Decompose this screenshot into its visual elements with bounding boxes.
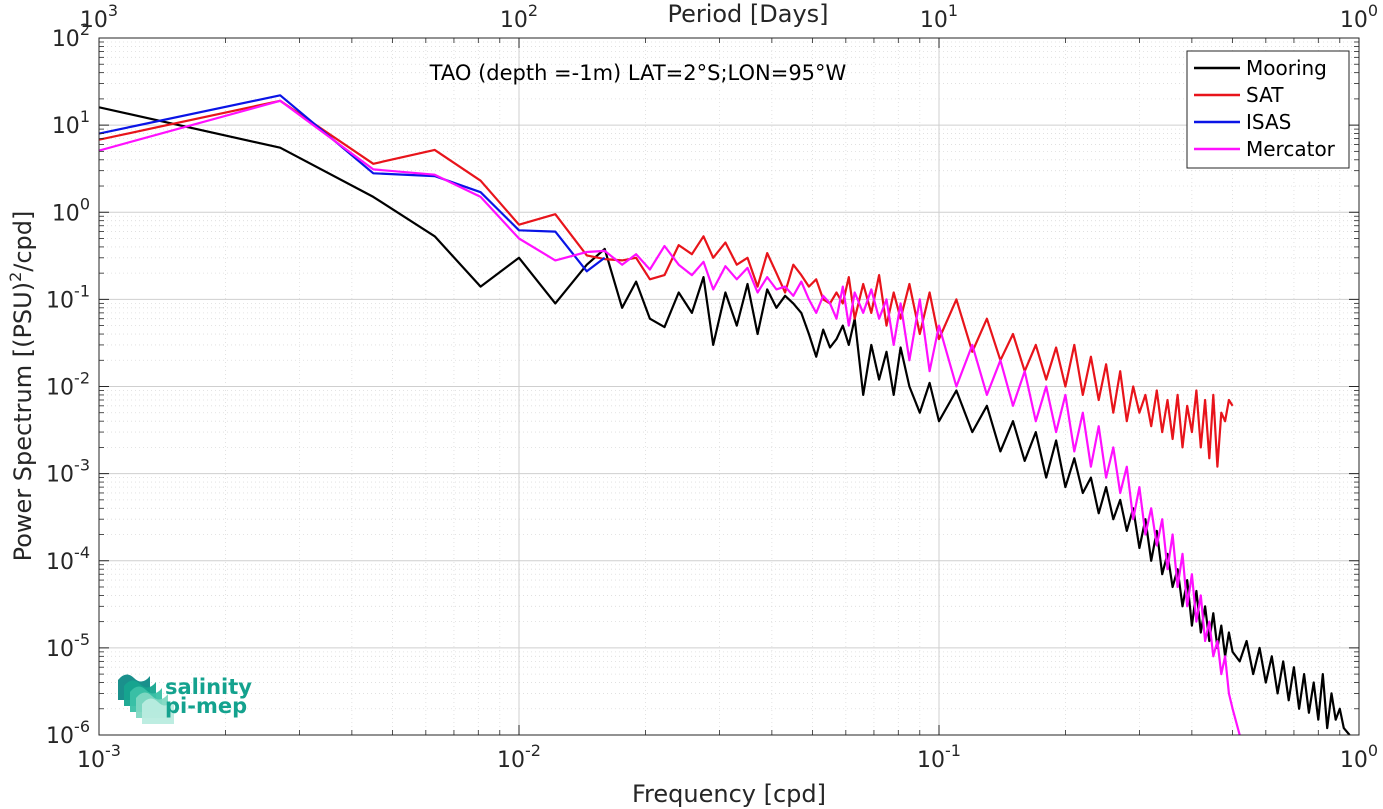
y-tick-label: 10-2 <box>46 369 90 401</box>
y-tick-label-exp: -1 <box>74 281 90 300</box>
y-tick-label-exp: -2 <box>74 369 90 388</box>
x-axis-label: Frequency [cpd] <box>632 780 826 808</box>
y-tick-label-base: 10 <box>52 114 80 139</box>
logo-text-line2: pi-mep <box>165 694 247 718</box>
logo-wave-shape <box>142 698 174 724</box>
y-tick-label: 100 <box>52 194 90 226</box>
x-tick-label-base: 10 <box>1340 748 1368 773</box>
y-tick-label-base: 10 <box>52 27 80 52</box>
y-tick-label: 102 <box>52 20 90 52</box>
x-tick-label: 10-2 <box>497 741 541 773</box>
y-tick-label: 10-1 <box>46 281 90 313</box>
y-tick-label: 101 <box>52 107 90 139</box>
series-line-mooring <box>99 106 1351 735</box>
y-tick-label: 10-6 <box>46 717 90 749</box>
x-tick-label-exp: -2 <box>525 741 541 760</box>
y-tick-label-exp: 1 <box>80 107 90 126</box>
y-tick-label-exp: -4 <box>74 543 90 562</box>
top-tick-label: 100 <box>1340 1 1378 33</box>
y-tick-label-exp: 0 <box>80 194 90 213</box>
series-line-sat <box>99 99 1234 468</box>
y-axis-label-main: Power Spectrum [(PSU) <box>9 282 37 561</box>
grid-lines <box>98 37 1360 736</box>
x-tick-label-exp: 0 <box>1368 741 1378 760</box>
y-axis-label: Power Spectrum [(PSU)2/cpd] <box>6 211 37 562</box>
x-tick-label-base: 10 <box>77 748 105 773</box>
legend-label-sat: SAT <box>1246 83 1284 107</box>
top-tick-label: 102 <box>500 1 538 33</box>
y-axis-label-sup: 2 <box>6 272 25 282</box>
chart-title: TAO (depth =-1m) LAT=2°S;LON=95°W <box>429 61 847 85</box>
logo-text-line1: salinity <box>165 675 252 699</box>
y-tick-label: 10-4 <box>46 543 90 575</box>
y-tick-label-base: 10 <box>46 550 74 575</box>
y-axis-label-tail: /cpd] <box>9 211 37 272</box>
top-tick-label-base: 10 <box>500 8 528 33</box>
salinity-pi-mep-logo: salinity pi-mep <box>118 674 252 724</box>
tick-marks <box>98 37 1360 736</box>
top-tick-label-exp: 0 <box>1368 1 1378 20</box>
top-tick-label: 101 <box>920 1 958 33</box>
legend-label-isas: ISAS <box>1246 110 1291 134</box>
series-isas <box>99 94 606 273</box>
x-tick-label: 10-3 <box>77 741 121 773</box>
top-tick-label-exp: 2 <box>528 1 538 20</box>
top-tick-label: 103 <box>80 1 118 33</box>
y-tick-label-exp: -5 <box>74 630 90 649</box>
top-tick-label-exp: 1 <box>948 1 958 20</box>
series-mercator <box>99 99 1241 735</box>
legend: Mooring SAT ISAS Mercator <box>1186 50 1350 169</box>
y-tick-label: 10-5 <box>46 630 90 662</box>
x-tick-label: 100 <box>1340 741 1378 773</box>
top-axis-label: Period [Days] <box>667 0 828 28</box>
y-tick-label-base: 10 <box>46 376 74 401</box>
y-tick-label-base: 10 <box>52 201 80 226</box>
x-tick-label-exp: -3 <box>105 741 121 760</box>
legend-label-mooring: Mooring <box>1246 56 1327 80</box>
x-tick-label-base: 10 <box>497 748 525 773</box>
top-tick-label-exp: 3 <box>108 1 118 20</box>
x-tick-label: 10-1 <box>917 741 961 773</box>
top-tick-label-base: 10 <box>1340 8 1368 33</box>
series-layer <box>99 94 1351 735</box>
x-tick-label-base: 10 <box>917 748 945 773</box>
y-tick-label-exp: 2 <box>80 20 90 39</box>
top-tick-label-base: 10 <box>80 8 108 33</box>
y-tick-label-base: 10 <box>46 288 74 313</box>
y-tick-label-base: 10 <box>46 724 74 749</box>
y-tick-label-exp: -3 <box>74 456 90 475</box>
x-tick-label-exp: -1 <box>945 741 961 760</box>
top-tick-label-base: 10 <box>920 8 948 33</box>
legend-label-mercator: Mercator <box>1246 137 1336 161</box>
y-tick-label-base: 10 <box>46 637 74 662</box>
y-tick-label: 10-3 <box>46 456 90 488</box>
y-tick-label-base: 10 <box>46 463 74 488</box>
y-tick-label-exp: -6 <box>74 717 90 736</box>
wave-logo-icon <box>118 674 174 724</box>
